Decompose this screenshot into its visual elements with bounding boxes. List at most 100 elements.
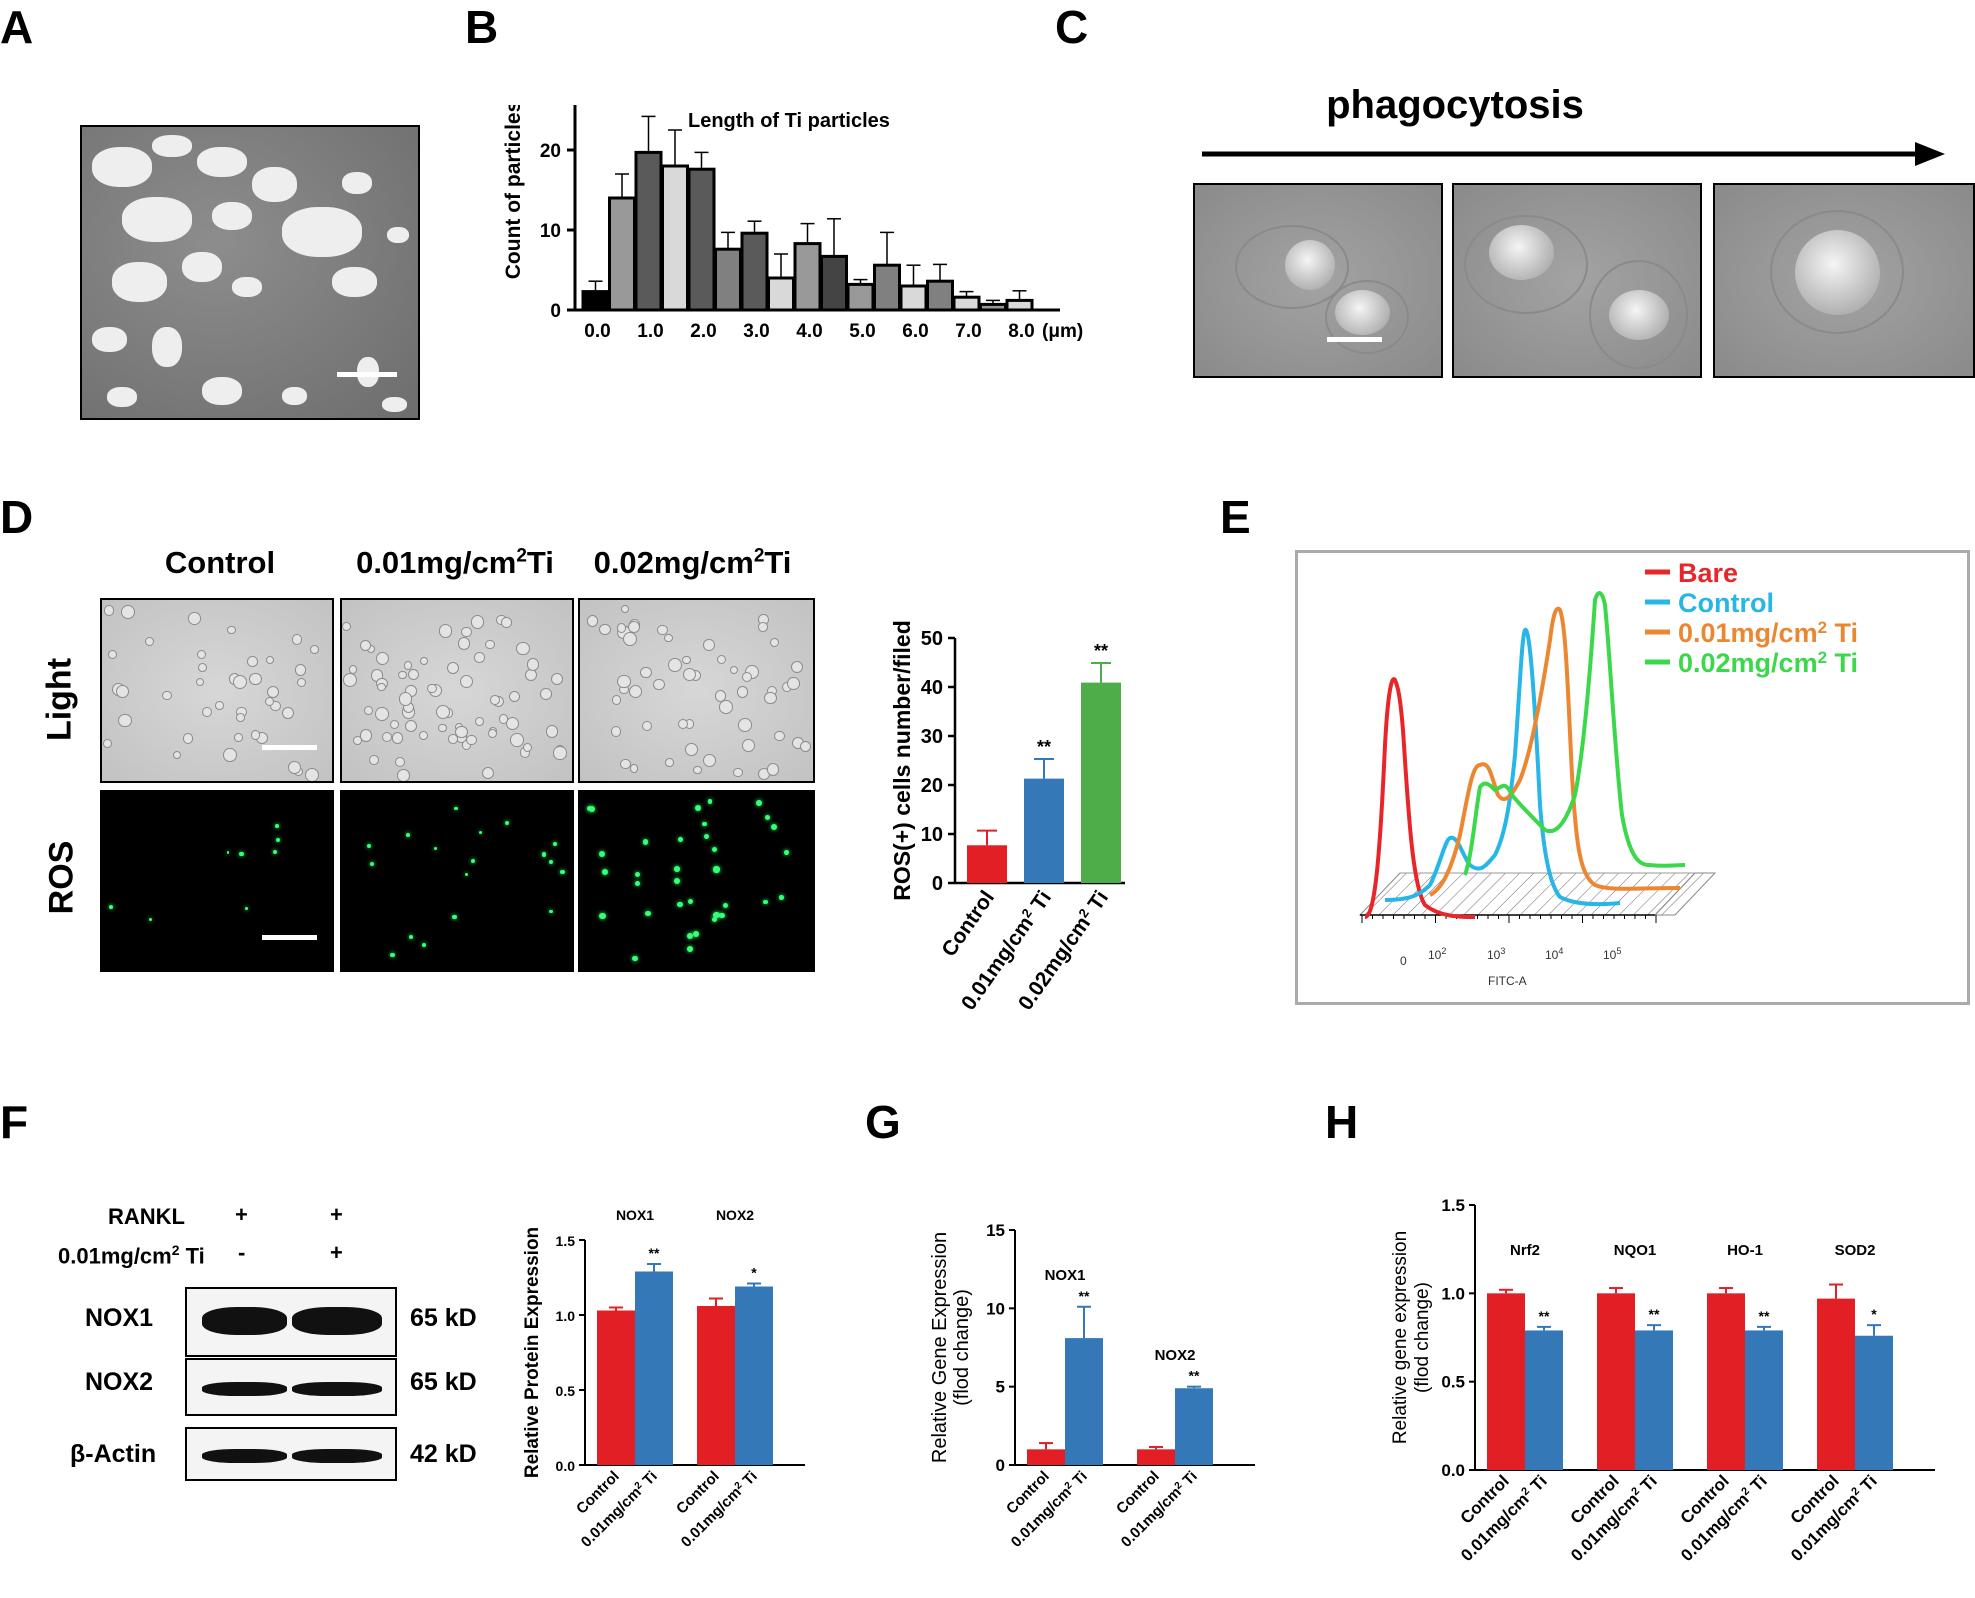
ros-positive-cell [109, 905, 114, 910]
cell-outline [677, 719, 688, 729]
cell-outline [172, 750, 182, 760]
blot-label-nox1: NOX1 [85, 1304, 154, 1332]
bar [1175, 1388, 1213, 1465]
ros-positive-cell [678, 837, 683, 843]
x-tick-label: 3.0 [743, 321, 769, 342]
cell-outline [121, 605, 135, 620]
group-label: NOX2 [1155, 1347, 1196, 1364]
blot-actin [185, 1427, 397, 1481]
panel-label-e: E [1220, 491, 1251, 543]
x-tick-label: 0 [1400, 954, 1407, 968]
ros-positive-cell [756, 800, 762, 806]
ros-image-0.01 [340, 790, 574, 972]
y-axis-label-2: (flod change) [951, 1289, 973, 1406]
bar [697, 1306, 735, 1465]
cell-outline [627, 621, 640, 634]
bar [1027, 1449, 1065, 1465]
cell-outline [182, 733, 194, 744]
panel-label-b: B [465, 1, 499, 53]
legend-label: Control [1678, 588, 1774, 618]
sem-image-ti-particles [80, 125, 420, 420]
legend-label: Bare [1678, 558, 1738, 588]
cell-outline [774, 730, 785, 742]
cell-outline [682, 655, 691, 665]
cell-outline [359, 729, 373, 742]
bar [899, 284, 928, 312]
ros-positive-cell [390, 952, 395, 958]
cell-outline [610, 726, 622, 737]
cell-outline [586, 615, 599, 627]
cell-outline [438, 723, 447, 733]
cell-outline [419, 656, 428, 666]
y-tick-label: 0 [550, 301, 561, 322]
cell-outline [305, 767, 320, 781]
chart-g-gene-expression: 0 5 10 15 Relative Gene Expression (flod chan… [929, 1221, 1255, 1551]
significance-label: ** [1649, 1306, 1660, 1322]
y-tick-label: 1.5 [556, 1233, 576, 1249]
cell-outline [227, 625, 236, 635]
ros-positive-cell [645, 910, 651, 916]
bar [873, 263, 901, 312]
panel-label-f: F [0, 1096, 29, 1148]
cell-outline [553, 746, 567, 760]
group-label: NQO1 [1614, 1242, 1657, 1259]
y-tick-label: 15 [986, 1221, 1005, 1240]
ros-positive-cell [276, 838, 281, 843]
bar [979, 302, 1007, 312]
cell-outline [310, 645, 320, 654]
cell-outline [510, 733, 524, 747]
cell-outline [103, 739, 113, 748]
cell-outline [758, 622, 768, 632]
cell-outline [488, 729, 497, 739]
col-title-0.02: 0.02mg/cm2Ti [593, 545, 792, 580]
cell-outline [368, 754, 380, 766]
ros-positive-cell [549, 859, 554, 864]
sem-image-phagocytosis-1 [1193, 183, 1443, 378]
panel-label-a: A [0, 1, 34, 53]
cell-outline [398, 692, 413, 706]
y-tick-label: 10 [540, 221, 561, 242]
ros-positive-cell [765, 815, 771, 821]
cell-outline [640, 666, 653, 679]
light-image-control [100, 598, 334, 783]
cell-outline [508, 691, 521, 703]
ros-positive-cell [599, 850, 606, 857]
blot-size-nox1: 65 kD [410, 1304, 477, 1332]
x-tick-label: 2.0 [690, 321, 716, 342]
bar [1081, 682, 1121, 883]
ros-positive-cell [274, 823, 279, 828]
y-tick-label: 5 [996, 1378, 1005, 1397]
cell-outline [250, 730, 261, 740]
bar [1487, 1293, 1525, 1470]
cell-outline [435, 705, 450, 720]
cell-outline [741, 738, 755, 752]
cell-outline [448, 734, 458, 744]
y-tick-label: 20 [921, 775, 943, 797]
x-unit-label: (μm) [1042, 321, 1083, 342]
cell-outline [359, 639, 372, 652]
light-image-0.02 [578, 598, 815, 783]
ros-positive-cell [541, 852, 547, 857]
y-tick-label: 0.5 [1441, 1373, 1465, 1392]
cell-outline [741, 671, 752, 682]
cell-outline [790, 660, 804, 674]
x-tick-label: 102 [1428, 946, 1446, 962]
significance-label: ** [1079, 1288, 1090, 1304]
y-axis-label: Relative gene expression [1390, 1231, 1411, 1444]
group-label: NOX1 [1045, 1267, 1086, 1284]
scale-bar [337, 372, 397, 377]
cell-outline [665, 758, 674, 767]
cell-outline [201, 706, 212, 717]
y-axis-label: Relative Protein Expression [522, 1227, 543, 1478]
cell-outline [766, 763, 780, 777]
cell-outline [391, 732, 404, 744]
significance-label: ** [1094, 641, 1108, 661]
panel-label-c: C [1055, 1, 1089, 53]
ros-positive-cell [635, 881, 641, 887]
y-tick-label: 1.0 [556, 1308, 576, 1324]
bar [661, 164, 689, 312]
y-tick-label: 20 [540, 141, 561, 162]
bar [687, 167, 716, 312]
ros-positive-cell [226, 851, 230, 854]
ros-positive-cell [692, 931, 699, 938]
